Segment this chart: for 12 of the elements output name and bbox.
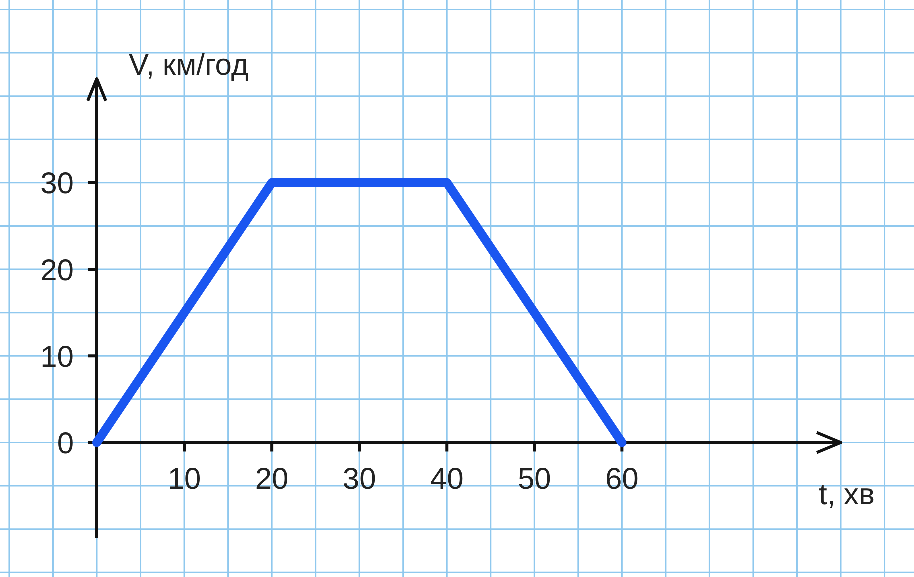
y-tick-label: 30 <box>40 168 74 201</box>
x-tick-label: 60 <box>605 463 639 496</box>
x-tick-label: 50 <box>518 463 552 496</box>
y-tick-label: 0 <box>57 428 74 461</box>
x-axis-title: t, хв <box>819 478 875 512</box>
x-tick-label: 40 <box>430 463 464 496</box>
y-axis-title: V, км/год <box>129 49 249 82</box>
y-tick-label: 10 <box>40 340 74 374</box>
x-tick-label: 30 <box>342 463 376 496</box>
x-tick-label: 10 <box>168 463 202 496</box>
y-tick-label: 20 <box>40 254 74 288</box>
x-tick-label: 20 <box>255 463 289 496</box>
